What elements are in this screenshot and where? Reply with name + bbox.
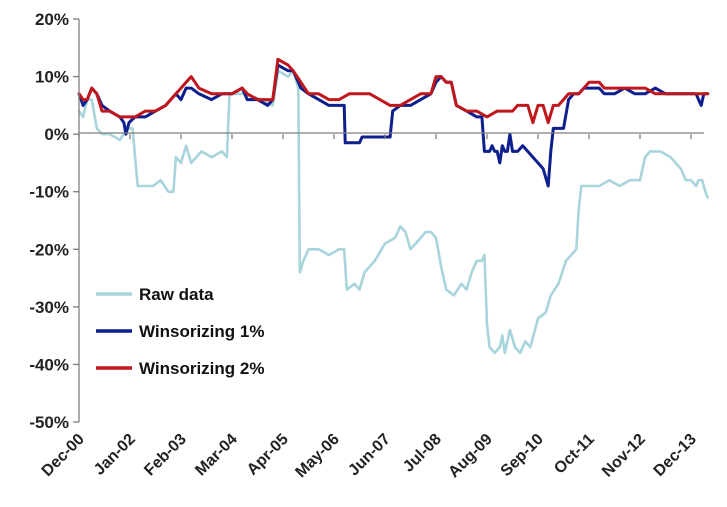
legend-label: Winsorizing 1% (139, 322, 264, 341)
x-tick-label: Jul-08 (400, 431, 445, 476)
x-tick-label: Dec-00 (39, 431, 88, 480)
x-tick-label: Oct-11 (551, 431, 598, 478)
y-tick-label: -10% (29, 183, 69, 202)
x-tick-label: Sep-10 (498, 431, 547, 480)
plot-area (77, 57, 710, 355)
legend-label: Raw data (139, 285, 214, 304)
y-tick-label: -40% (29, 355, 69, 374)
x-tick-label: Dec-13 (651, 431, 700, 480)
series-line-winsorizing-1- (77, 63, 710, 188)
x-tick-label: Feb-03 (141, 431, 190, 480)
legend-label: Winsorizing 2% (139, 359, 264, 378)
x-tick-label: Mar-04 (192, 431, 241, 480)
x-tick-label: Aug-09 (445, 431, 495, 481)
y-axis-ticks: 20% 10% 0% -10% -20% -30% -40% -50% (29, 10, 79, 432)
x-tick-label: Apr-05 (244, 431, 292, 479)
y-tick-label: 10% (35, 68, 69, 87)
y-tick-label: -30% (29, 298, 69, 317)
x-tick-label: Jan-02 (91, 431, 139, 479)
x-tick-label: May-06 (292, 431, 342, 481)
x-tick-label: Nov-12 (599, 431, 649, 481)
y-tick-label: -50% (29, 413, 69, 432)
series-line-winsorizing-2- (77, 57, 710, 125)
legend: Raw data Winsorizing 1% Winsorizing 2% (96, 285, 264, 378)
x-tick-label: Jun-07 (345, 431, 394, 480)
y-tick-label: 0% (44, 125, 69, 144)
y-tick-label: 20% (35, 10, 69, 29)
series-line-raw-data (77, 69, 710, 355)
y-tick-label: -20% (29, 240, 69, 259)
